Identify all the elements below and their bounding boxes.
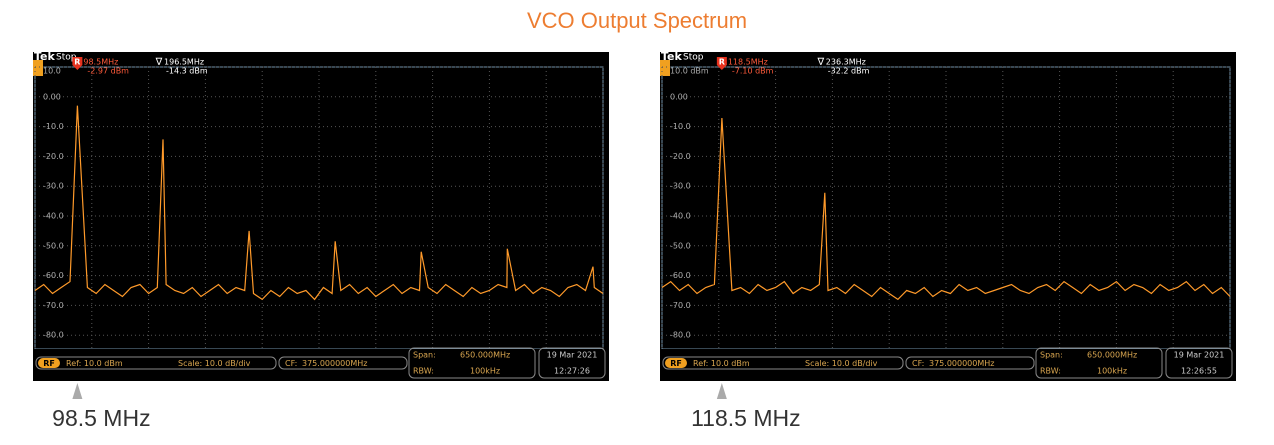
- y-tick-label: -20.0: [43, 152, 64, 161]
- center-frequency: 375.000000MHz: [302, 359, 367, 368]
- y-tick-label: 0.00: [43, 92, 61, 101]
- span-box: [408, 347, 536, 379]
- rbw: 100kHz: [470, 367, 500, 376]
- brand: Tek: [34, 50, 56, 63]
- y-tick-label: 10.0 dBm: [670, 67, 709, 76]
- y-tick-label: -30.0: [43, 182, 64, 191]
- marker-level: -32.2 dBm: [828, 67, 870, 76]
- y-tick-label: -40.0: [43, 212, 64, 221]
- y-tick-label: -60.0: [670, 271, 691, 280]
- cf-box: [905, 356, 1035, 370]
- marker-symbol: R: [74, 58, 80, 67]
- y-tick-label: -70.0: [670, 301, 691, 310]
- span: 650.000MHz: [460, 351, 510, 360]
- marker-frequency: 196.5MHz: [164, 58, 204, 67]
- y-tick-label: -80.0: [43, 331, 64, 340]
- span: 650.000MHz: [1087, 351, 1137, 360]
- marker-level: -14.3 dBm: [166, 67, 208, 76]
- cf-label: CF:: [912, 359, 924, 368]
- time: 12:27:26: [554, 367, 590, 376]
- time: 12:26:55: [1181, 367, 1217, 376]
- cf-label: CF:: [285, 359, 297, 368]
- brand: Tek: [661, 50, 683, 63]
- scale: Scale: 10.0 dB/div: [805, 359, 878, 368]
- y-tick-label: -10.0: [670, 122, 691, 131]
- y-tick-label: -40.0: [670, 212, 691, 221]
- rbw-label: RBW:: [1040, 367, 1061, 376]
- marker-symbol: ∇: [155, 57, 163, 68]
- input-label: RF: [670, 359, 682, 368]
- ref-box: [35, 356, 277, 370]
- page-title: VCO Output Spectrum: [527, 8, 747, 33]
- marker-icon: [72, 57, 83, 70]
- cf-box: [278, 356, 408, 370]
- screen: [33, 52, 609, 381]
- date: 19 Mar 2021: [1174, 351, 1225, 360]
- marker-level: -7.10 dBm: [732, 67, 774, 76]
- y-tick-label: 0.00: [670, 92, 688, 101]
- clock-box: [538, 347, 606, 379]
- caption: 98.5 MHz: [52, 405, 150, 431]
- y-tick-label: -30.0: [670, 182, 691, 191]
- span-box: [1035, 347, 1163, 379]
- rbw: 100kHz: [1097, 367, 1127, 376]
- reference-level: Ref: 10.0 dBm: [66, 359, 123, 368]
- spectrum-trace: [34, 105, 604, 301]
- input-label: RF: [43, 359, 55, 368]
- center-frequency: 375.000000MHz: [929, 359, 994, 368]
- date: 19 Mar 2021: [547, 351, 598, 360]
- y-tick-label: -70.0: [43, 301, 64, 310]
- span-label: Span:: [1040, 351, 1063, 360]
- y-tick-label: 10.0: [43, 67, 61, 76]
- reference-level: Ref: 10.0 dBm: [693, 359, 750, 368]
- y-tick-label: -60.0: [43, 271, 64, 280]
- input-badge: [38, 358, 60, 368]
- scale: Scale: 10.0 dB/div: [178, 359, 251, 368]
- marker-frequency: 98.5MHz: [83, 58, 118, 67]
- marker-symbol: ∇: [816, 57, 824, 68]
- status-bar: [34, 349, 608, 380]
- caption: 118.5 MHz: [691, 405, 801, 431]
- run-status: Stop: [683, 53, 704, 63]
- ref-box: [662, 356, 904, 370]
- channel-badge: [660, 60, 670, 76]
- clock-box: [1165, 347, 1233, 379]
- y-tick-label: -50.0: [670, 241, 691, 250]
- marker-icon: [716, 57, 727, 70]
- y-tick-label: -50.0: [43, 241, 64, 250]
- run-status: Stop: [56, 53, 77, 63]
- rbw-label: RBW:: [413, 367, 434, 376]
- marker-symbol: R: [719, 58, 725, 67]
- y-tick-label: -80.0: [670, 331, 691, 340]
- marker-frequency: 236.3MHz: [826, 58, 866, 67]
- channel-badge: [33, 60, 43, 76]
- caption-arrow: [72, 383, 83, 399]
- y-tick-label: -20.0: [670, 152, 691, 161]
- status-bar: [661, 349, 1235, 380]
- caption-arrow: [716, 383, 727, 399]
- screen: [660, 52, 1236, 381]
- marker-frequency: 118.5MHz: [728, 58, 768, 67]
- spectrum-trace: [661, 117, 1231, 301]
- y-tick-label: -10.0: [43, 122, 64, 131]
- marker-level: -2.97 dBm: [87, 67, 129, 76]
- span-label: Span:: [413, 351, 436, 360]
- input-badge: [665, 358, 687, 368]
